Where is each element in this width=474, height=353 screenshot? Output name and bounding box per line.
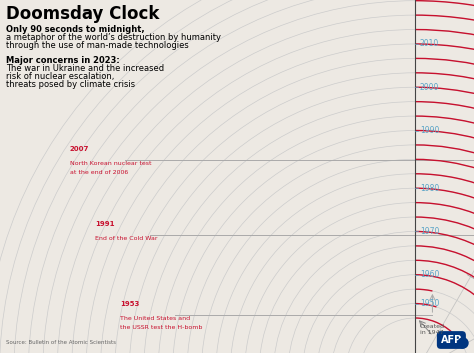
Text: the USSR test the H-bomb: the USSR test the H-bomb — [120, 325, 202, 330]
Text: Doomsday Clock: Doomsday Clock — [6, 5, 159, 23]
Text: 1953: 1953 — [120, 301, 139, 307]
Text: The war in Ukraine and the increased: The war in Ukraine and the increased — [6, 64, 164, 73]
Text: AFP: AFP — [441, 335, 462, 345]
Text: 1991: 1991 — [95, 221, 115, 227]
Text: 2000: 2000 — [420, 83, 439, 92]
Text: Only 90 seconds to midnight,: Only 90 seconds to midnight, — [6, 25, 145, 34]
Text: Major concerns in 2023:: Major concerns in 2023: — [6, 56, 120, 65]
Text: at the end of 2006: at the end of 2006 — [70, 170, 128, 175]
Text: 1960: 1960 — [420, 270, 439, 279]
Text: risk of nuclear escalation,: risk of nuclear escalation, — [6, 72, 114, 81]
Text: 2007: 2007 — [70, 146, 90, 152]
Text: 2010: 2010 — [420, 40, 439, 48]
Circle shape — [458, 338, 468, 348]
Text: threats posed by climate crisis: threats posed by climate crisis — [6, 80, 135, 89]
Text: The United States and: The United States and — [120, 316, 190, 321]
Text: North Korean nuclear test: North Korean nuclear test — [70, 161, 152, 166]
Text: 1990: 1990 — [420, 126, 439, 135]
Text: Created
in 1947: Created in 1947 — [420, 324, 445, 335]
Text: a metaphor of the world’s destruction by humanity: a metaphor of the world’s destruction by… — [6, 33, 221, 42]
Text: through the use of man-made technologies: through the use of man-made technologies — [6, 41, 189, 50]
Text: Source: Bulletin of the Atomic Scientists: Source: Bulletin of the Atomic Scientist… — [6, 340, 116, 345]
Text: End of the Cold War: End of the Cold War — [95, 236, 157, 241]
Text: 1950: 1950 — [420, 299, 439, 308]
Text: 1970: 1970 — [420, 227, 439, 236]
Text: 1980: 1980 — [420, 184, 439, 193]
